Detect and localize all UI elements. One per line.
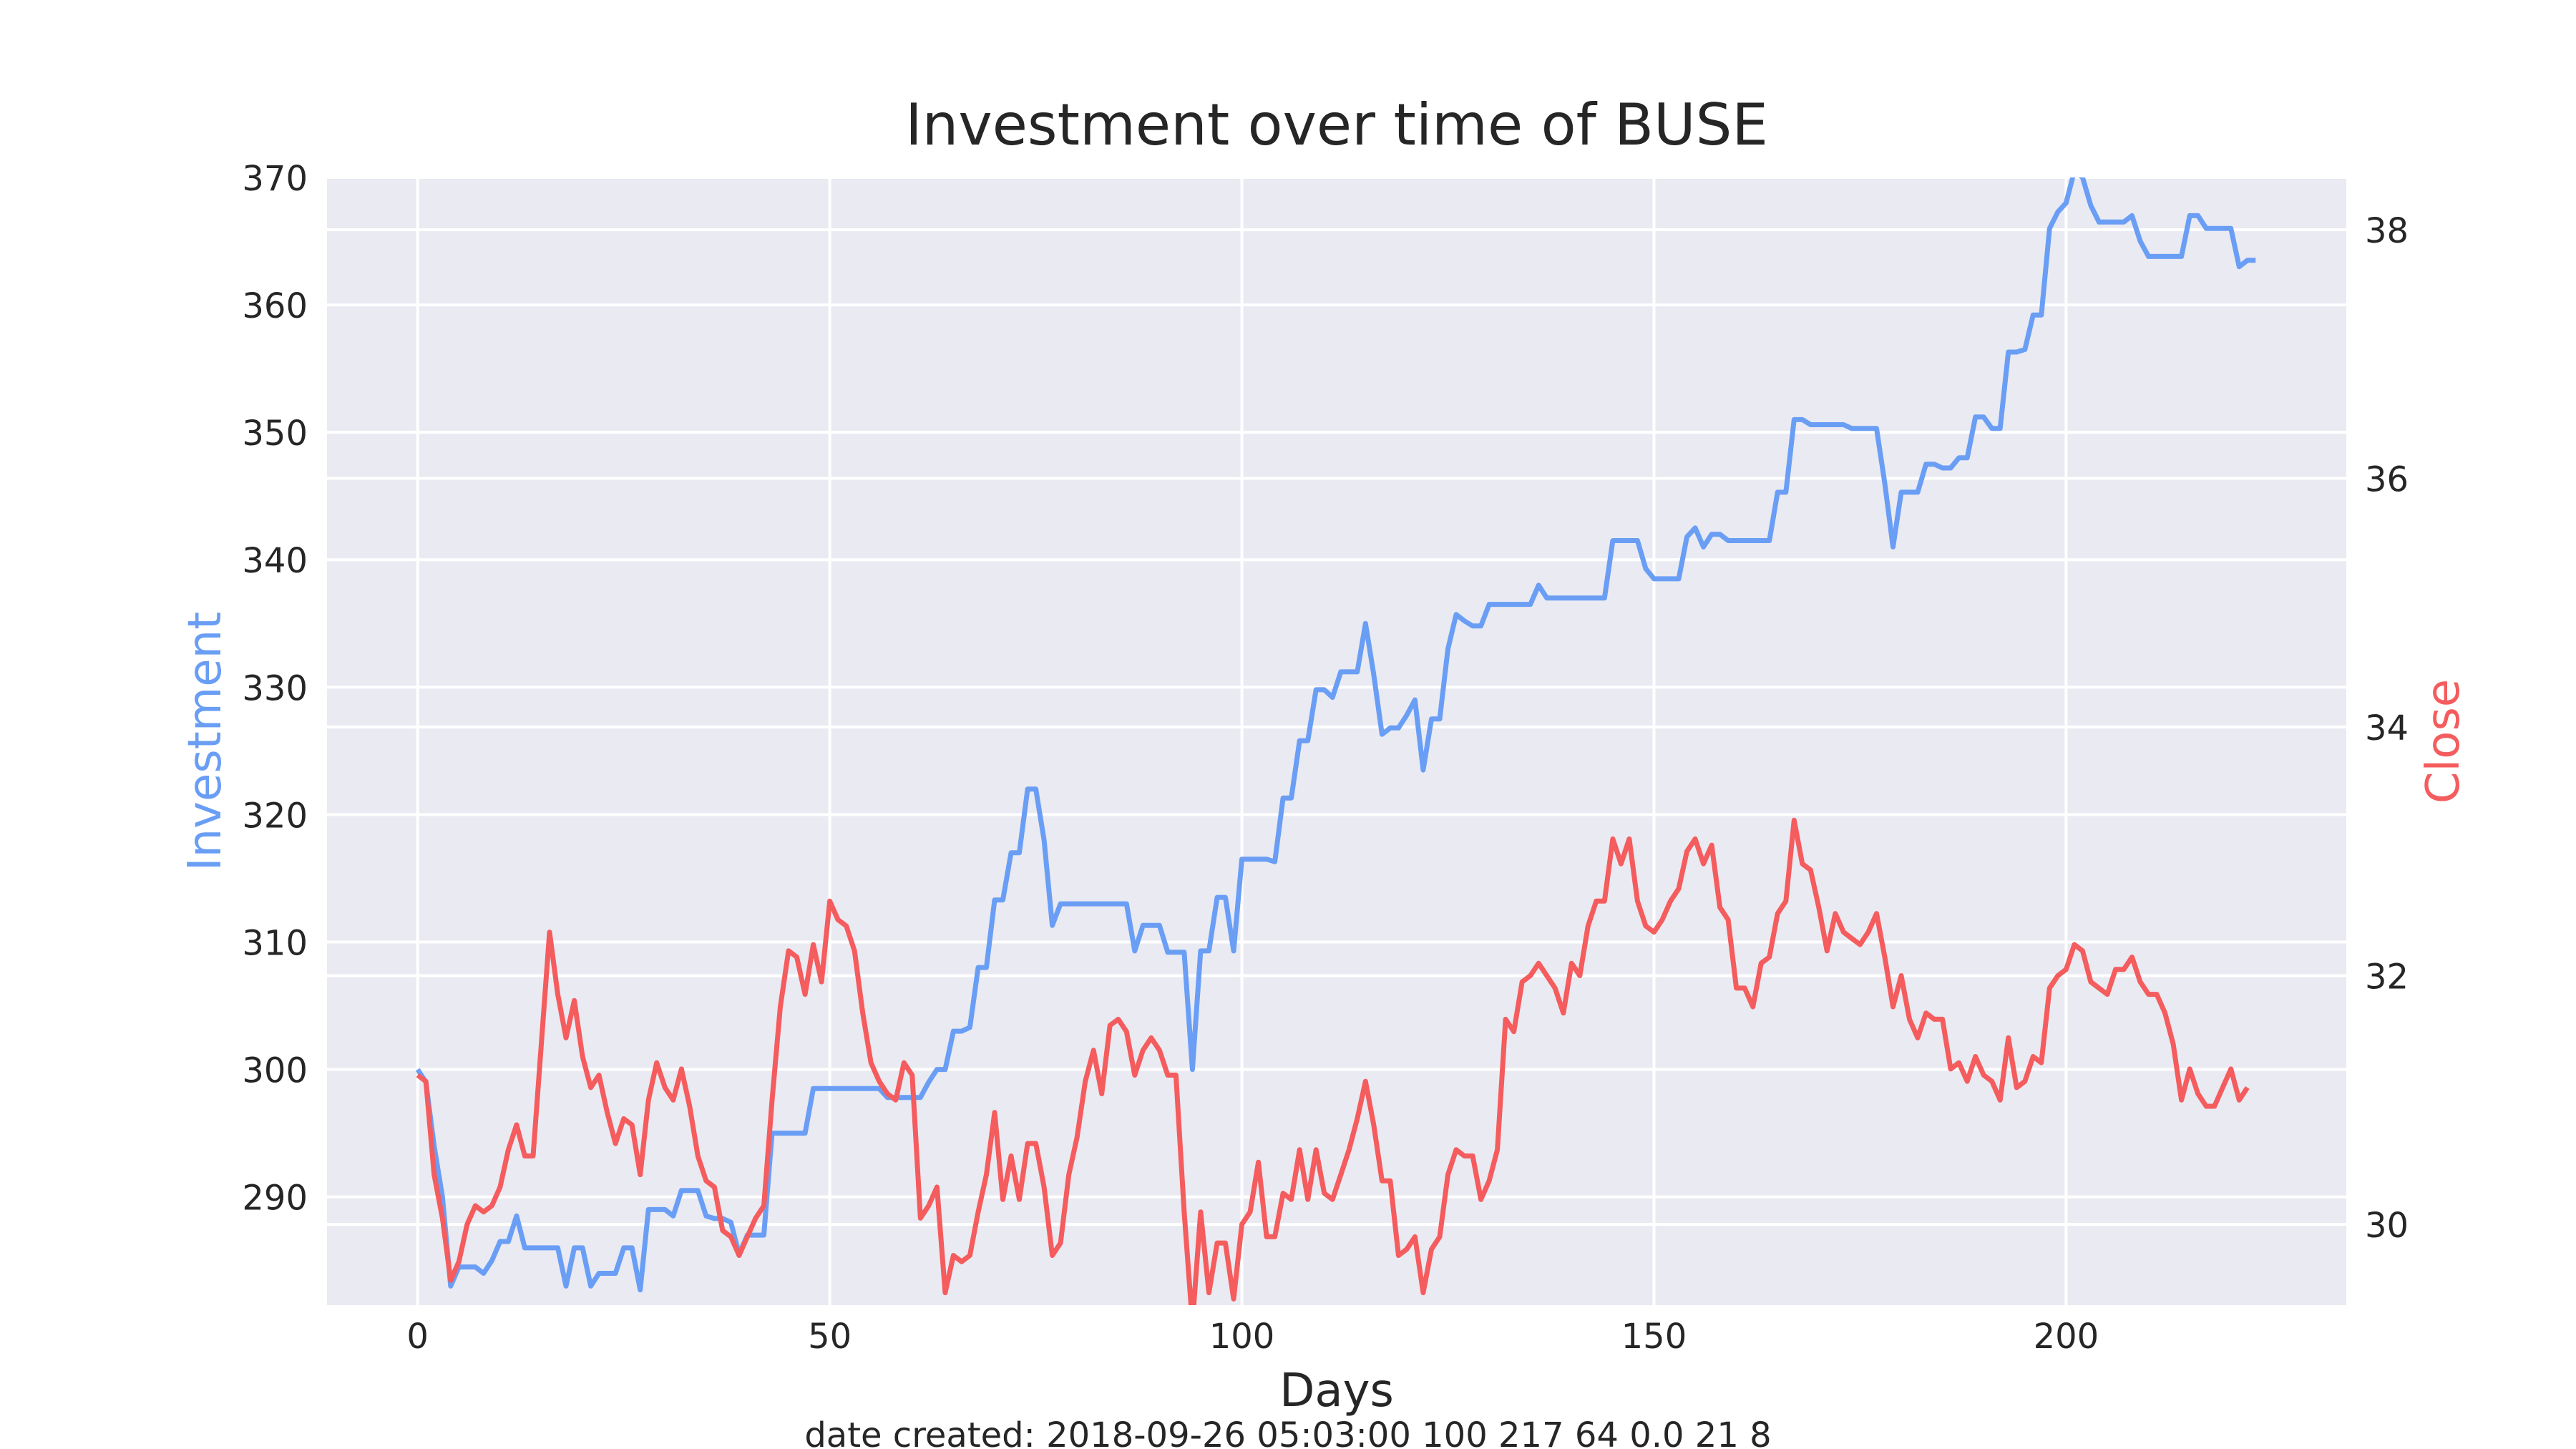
x-gridlines (416, 177, 2068, 1305)
left-y-tick-label: 310 (242, 923, 308, 963)
right-y-tick-label: 30 (2365, 1206, 2409, 1246)
series-lines (415, 177, 2256, 1305)
chart-title: Investment over time of BUSE (905, 92, 1768, 158)
left-y-tick-label: 360 (242, 286, 308, 326)
close-line (416, 817, 2250, 1305)
x-tick-label: 200 (2034, 1317, 2099, 1357)
left-y-tick-label: 340 (242, 541, 308, 581)
left-y-tick-label: 350 (242, 414, 308, 454)
left-y-tick-label: 370 (242, 159, 308, 199)
x-axis-label: Days (1279, 1365, 1394, 1418)
left-y-tick-label: 320 (242, 796, 308, 836)
y-axis-label-left: Investment (179, 612, 232, 872)
left-y-tick-label: 290 (242, 1179, 308, 1219)
x-tick-label: 50 (808, 1317, 852, 1357)
right-y-tick-label: 38 (2365, 211, 2409, 251)
x-tick-label: 150 (1621, 1317, 1687, 1357)
y-axis-label-right: Close (2417, 679, 2470, 804)
right-gridlines (327, 228, 2346, 1226)
right-y-tick-label: 34 (2365, 708, 2409, 748)
x-tick-labels: 0 50 100 150 200 (406, 1317, 2099, 1357)
left-y-tick-label: 300 (242, 1051, 308, 1091)
right-y-tick-label: 36 (2365, 459, 2409, 499)
right-y-tick-label: 32 (2365, 957, 2409, 997)
plot-background (327, 177, 2346, 1305)
investment-line (415, 177, 2256, 1293)
footer-caption: date created: 2018-09-26 05:03:00 100 21… (804, 1415, 1771, 1449)
x-tick-label: 100 (1209, 1317, 1275, 1357)
right-y-tick-labels: 30 32 34 36 38 (2365, 211, 2409, 1246)
x-tick-label: 0 (406, 1317, 429, 1357)
left-y-tick-labels: 290 300 310 320 330 340 350 360 370 (242, 159, 308, 1219)
left-y-tick-label: 330 (242, 668, 308, 708)
